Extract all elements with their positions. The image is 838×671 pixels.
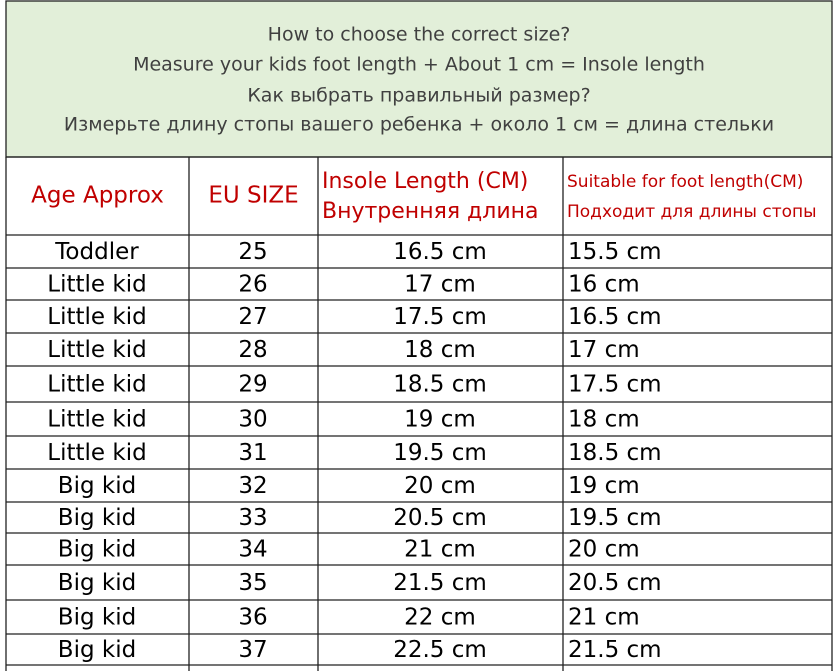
cell: 16.5 cm xyxy=(568,304,662,330)
cell: 18 cm xyxy=(568,407,640,433)
cell: 19.5 cm xyxy=(568,505,662,531)
cell: 17 cm xyxy=(568,337,640,363)
cell: 34 xyxy=(238,537,267,563)
cell: 22.5 cm xyxy=(393,637,487,663)
cell: Big kid xyxy=(58,570,136,596)
cell: 19 cm xyxy=(404,407,476,433)
cell: Little kid xyxy=(47,272,146,298)
cell: 16 cm xyxy=(568,272,640,298)
cell: 30 xyxy=(238,407,267,433)
cell: 17.5 cm xyxy=(393,304,487,330)
cell: 28 xyxy=(238,337,267,363)
cell: 19.5 cm xyxy=(393,440,487,466)
cell: 19 cm xyxy=(568,473,640,499)
cell: 20 cm xyxy=(404,473,476,499)
cell: 20.5 cm xyxy=(393,505,487,531)
cell: 21 cm xyxy=(568,605,640,631)
column-header: Подходит для длины стопы xyxy=(567,202,817,222)
column-header: Insole Length (CM) xyxy=(322,169,528,194)
header-line: How to choose the correct size? xyxy=(268,24,571,46)
cell: 18.5 cm xyxy=(568,440,662,466)
cell: Little kid xyxy=(47,337,146,363)
column-header: Внутренняя длина xyxy=(322,199,538,224)
cell: 33 xyxy=(238,505,267,531)
cell: 16.5 cm xyxy=(393,239,487,265)
cell: Little kid xyxy=(47,304,146,330)
cell: Little kid xyxy=(47,407,146,433)
cell: 15.5 cm xyxy=(568,239,662,265)
header-line: Измерьте длину стопы вашего ребенка + ок… xyxy=(64,114,774,136)
cell: Big kid xyxy=(58,505,136,531)
column-header: Age Approx xyxy=(31,183,164,209)
cell: 31 xyxy=(238,440,267,466)
cell: 20.5 cm xyxy=(568,570,662,596)
cell: 35 xyxy=(238,570,267,596)
cell: Little kid xyxy=(47,372,146,398)
cell: 25 xyxy=(238,239,267,265)
cell: Big kid xyxy=(58,637,136,663)
cell: Toddler xyxy=(54,239,139,265)
cell: Big kid xyxy=(58,473,136,499)
column-header: Suitable for foot length(CM) xyxy=(567,172,803,192)
header-line: Как выбрать правильный размер? xyxy=(247,85,590,107)
cell: 37 xyxy=(238,637,267,663)
cell: 22 cm xyxy=(404,605,476,631)
cell: 20 cm xyxy=(568,537,640,563)
cell: 27 xyxy=(238,304,267,330)
cell: 26 xyxy=(238,272,267,298)
cell: 21.5 cm xyxy=(568,637,662,663)
cell: Little kid xyxy=(47,440,146,466)
cell: 21.5 cm xyxy=(393,570,487,596)
cell: 17.5 cm xyxy=(568,372,662,398)
header-line: Measure your kids foot length + About 1 … xyxy=(133,54,705,76)
cell: 32 xyxy=(238,473,267,499)
column-header: EU SIZE xyxy=(208,183,298,209)
cell: 21 cm xyxy=(404,537,476,563)
cell: Big kid xyxy=(58,537,136,563)
header-box xyxy=(5,0,833,158)
cell: 36 xyxy=(238,605,267,631)
cell: 18.5 cm xyxy=(393,372,487,398)
cell: 29 xyxy=(238,372,267,398)
cell: Big kid xyxy=(58,605,136,631)
cell: 18 cm xyxy=(404,337,476,363)
cell: 17 cm xyxy=(404,272,476,298)
